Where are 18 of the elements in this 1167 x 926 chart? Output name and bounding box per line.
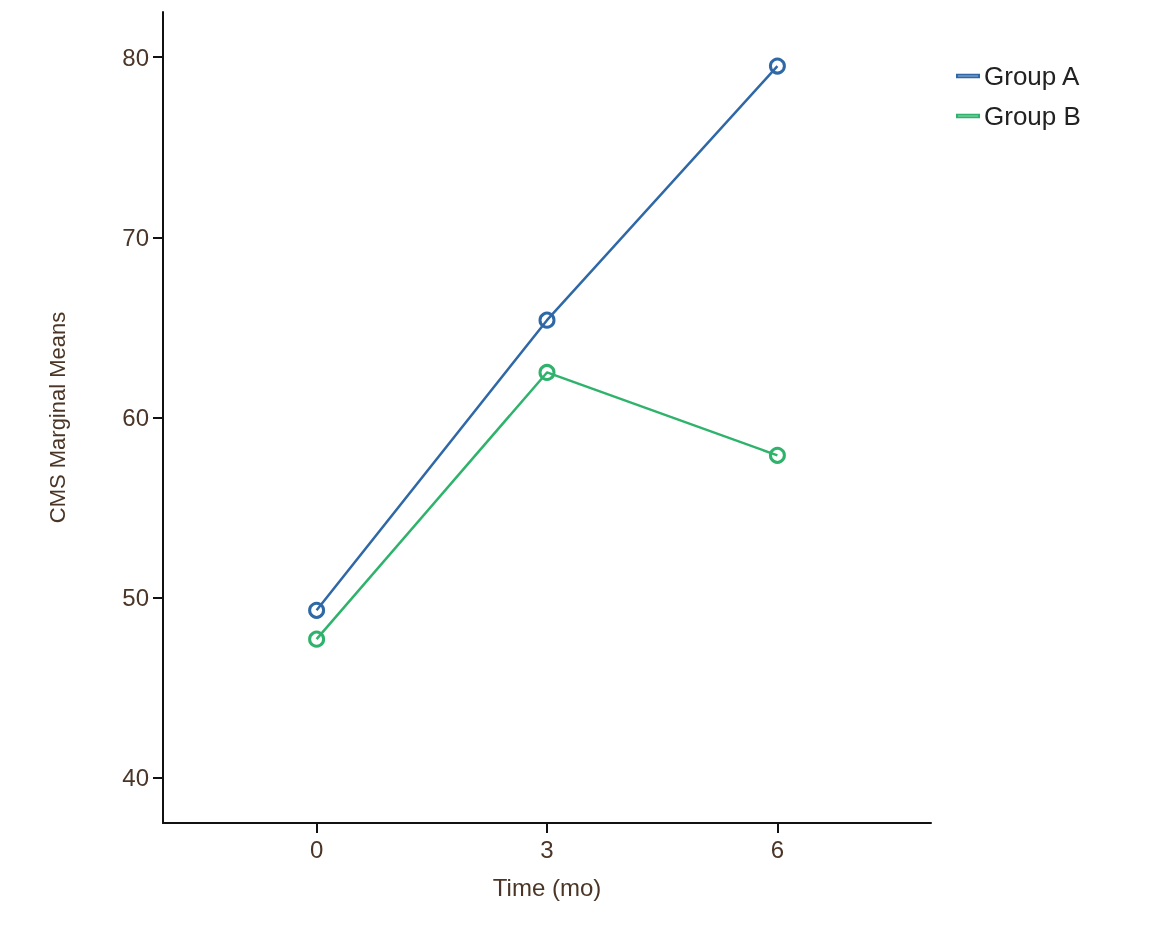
y-tick-label: 60 [122,404,149,431]
y-tick-label: 40 [122,764,149,792]
point [538,363,556,381]
y-tick-label: 70 [122,223,149,251]
x-axis-title: Time (mo) [492,873,602,901]
point [538,311,556,329]
y-axis-title: CMS Marginal Means [44,311,70,524]
x-tick-label: 3 [540,835,554,863]
point [308,630,326,648]
y-tick-label: 80 [122,43,149,71]
legend-label: Group B [984,101,1081,131]
point [768,57,786,75]
x-tick-label: 0 [309,835,324,863]
x-tick-label: 6 [770,835,785,863]
point [308,601,326,619]
point [768,446,786,464]
y-tick-label: 50 [122,584,149,612]
legend-label: Group A [984,61,1081,91]
